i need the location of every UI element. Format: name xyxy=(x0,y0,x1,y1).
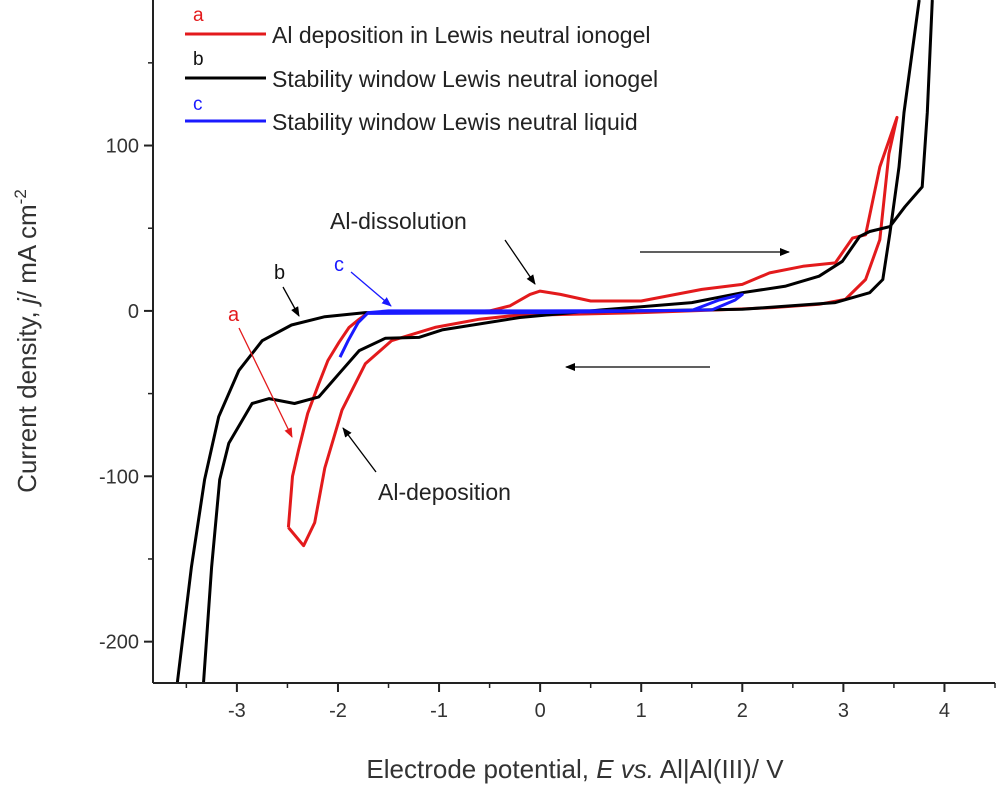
legend-label-c: Stability window Lewis neutral liquid xyxy=(272,109,638,135)
annotation-dissolution: Al-dissolution xyxy=(330,208,467,234)
legend-letter-a: a xyxy=(193,5,204,26)
ticks: -3 -2 -1 0 1 2 3 4 -200 -100 0 100 xyxy=(99,62,996,722)
arrow-c xyxy=(350,271,392,307)
arrow-deposition xyxy=(342,427,377,473)
x-tick-label: 3 xyxy=(838,700,849,722)
x-axis-label: Electrode potential, E vs. Al|Al(III)/ V xyxy=(366,754,784,784)
legend-letter-b: b xyxy=(193,49,204,70)
legend-letter-c: c xyxy=(193,94,203,115)
legend-label-b: Stability window Lewis neutral ionogel xyxy=(272,66,658,92)
series-layer xyxy=(175,0,934,684)
annotation-a: a xyxy=(228,304,240,326)
y-tick-label: -200 xyxy=(99,632,139,654)
x-tick-label: -1 xyxy=(430,700,448,722)
legend: a Al deposition in Lewis neutral ionogel… xyxy=(185,5,658,135)
y-axis-label: Current density, j/ mA cm-2 xyxy=(11,189,42,493)
x-tick-label: 2 xyxy=(737,700,748,722)
annotation-deposition: Al-deposition xyxy=(378,479,511,505)
legend-label-a: Al deposition in Lewis neutral ionogel xyxy=(272,22,650,48)
annotations: Al-dissolution Al-deposition a b c xyxy=(228,208,790,505)
annotation-b: b xyxy=(274,262,285,284)
arrow-dissolution xyxy=(504,239,536,285)
y-tick-label: -100 xyxy=(99,466,139,488)
arrow-a xyxy=(238,327,293,438)
series-b-curve xyxy=(175,0,934,684)
series-c-curve xyxy=(338,292,744,358)
x-tick-label: 4 xyxy=(939,700,950,722)
x-tick-label: -3 xyxy=(228,700,246,722)
y-tick-label: 0 xyxy=(128,301,139,323)
y-tick-label: 100 xyxy=(106,136,139,158)
x-tick-label: 1 xyxy=(636,700,647,722)
arrow-b xyxy=(282,286,300,317)
x-tick-label: 0 xyxy=(535,700,546,722)
axes xyxy=(152,0,995,684)
series-a-curve xyxy=(286,115,899,548)
x-tick-label: -2 xyxy=(329,700,347,722)
annotation-c: c xyxy=(334,254,344,276)
